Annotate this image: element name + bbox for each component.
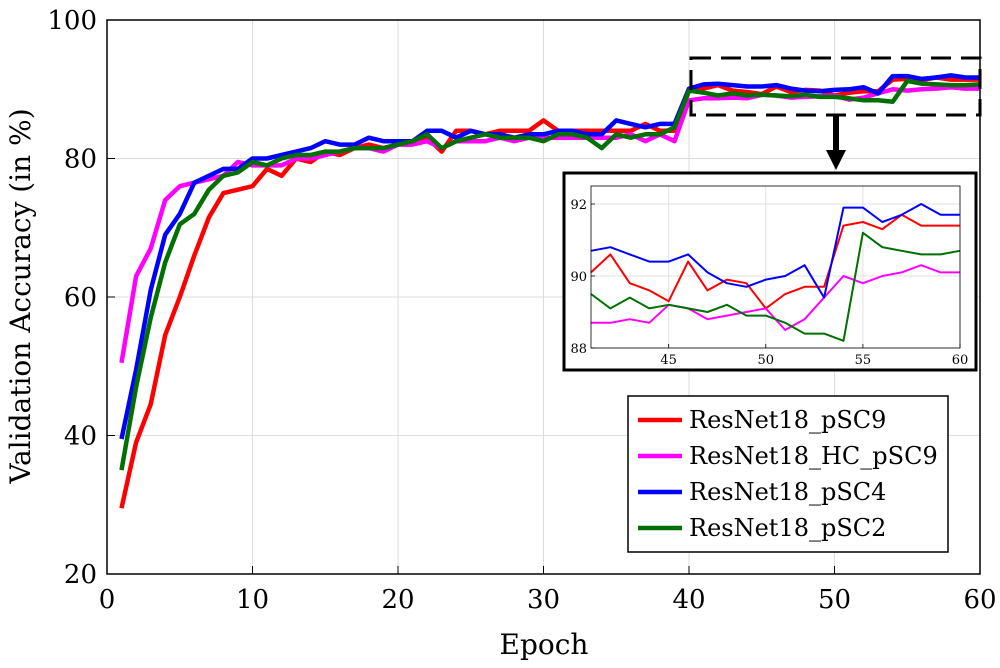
y-tick-label: 20	[64, 560, 97, 590]
x-axis-title: Epoch	[500, 628, 589, 661]
zoom-arrow-head	[826, 150, 846, 170]
inset-frame	[562, 171, 978, 372]
legend-items: ResNet18_pSC9 ResNet18_HC_pSC9 ResNet18_pS…	[638, 406, 938, 542]
x-tick-label: 50	[818, 585, 851, 615]
inset-ticks: 45 50 55 60 88 90 92	[570, 198, 968, 368]
inset-plot-frame	[590, 185, 961, 349]
inset-x-tick-label: 60	[952, 353, 969, 368]
x-tick-label: 40	[672, 585, 705, 615]
inset-y-tick-label: 88	[570, 342, 587, 357]
inset-x-tick-label: 55	[855, 353, 872, 368]
y-tick-label: 40	[64, 422, 97, 452]
series-line	[119, 78, 981, 471]
series-layer	[119, 73, 981, 509]
inset-series	[590, 203, 961, 342]
inset-y-tick-label: 90	[570, 270, 587, 285]
zoom-indicator	[689, 56, 982, 170]
x-tick-label: 0	[99, 585, 116, 615]
y-axis-title: Validation Accuracy (in %)	[4, 108, 37, 484]
x-tick-label: 20	[381, 585, 414, 615]
inset-x-tick-label: 45	[660, 353, 677, 368]
x-tick-label: 60	[963, 585, 996, 615]
inset-y-tick-label: 92	[570, 198, 587, 213]
legend-label: ResNet18_pSC4	[689, 478, 886, 506]
y-tick-label: 80	[64, 145, 97, 175]
inset-series-line	[590, 213, 960, 310]
x-tick-label: 10	[236, 585, 269, 615]
ticks: 0 10 20 30 40 50 60 20 40 60 80 100	[47, 6, 996, 615]
x-tick-label: 30	[527, 585, 560, 615]
legend: ResNet18_pSC9 ResNet18_HC_pSC9 ResNet18_pS…	[627, 395, 949, 553]
y-tick-label: 100	[47, 6, 97, 36]
inset-series-line	[590, 231, 961, 342]
inset-x-tick-label: 50	[758, 353, 775, 368]
series-line	[119, 73, 980, 440]
inset: 45 50 55 60 88 90 92	[562, 171, 978, 372]
inset-series-line	[590, 203, 960, 299]
legend-label: ResNet18_pSC2	[689, 514, 886, 542]
zoom-region-box	[689, 56, 982, 117]
y-tick-label: 60	[64, 283, 97, 313]
legend-label: ResNet18_pSC9	[689, 406, 886, 434]
legend-label: ResNet18_HC_pSC9	[689, 442, 938, 470]
